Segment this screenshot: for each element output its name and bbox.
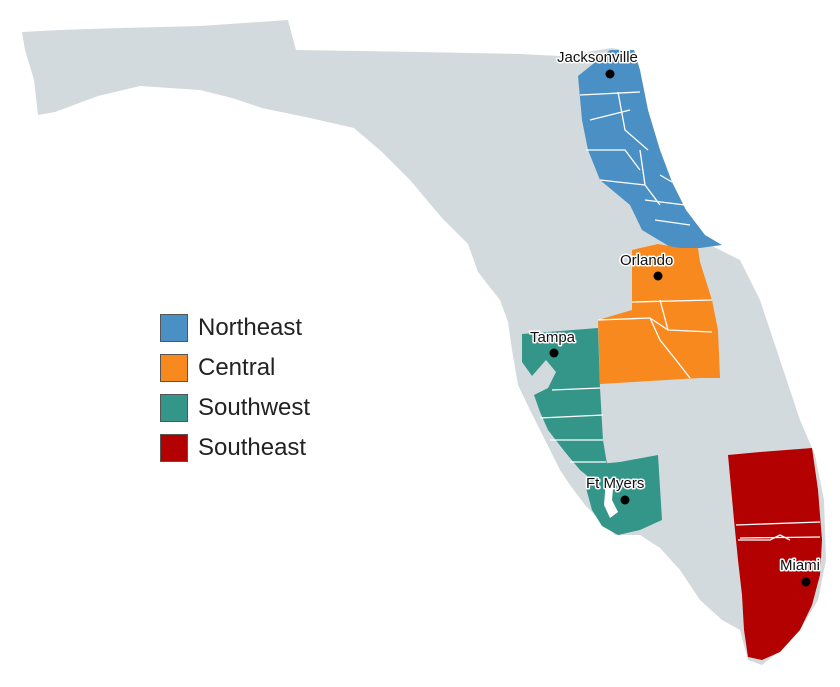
legend-item-southwest[interactable]: Southwest: [160, 388, 310, 428]
legend-label-southeast: Southeast: [198, 434, 307, 461]
city-dot: [620, 495, 630, 505]
region-southwest-ftmyers: [586, 455, 662, 535]
region-central: [598, 244, 720, 384]
county-line-tampa: [539, 387, 606, 463]
legend-item-northeast[interactable]: Northeast: [160, 308, 310, 348]
city-label: Ft Myers: [586, 475, 644, 492]
city-label: Jacksonville: [557, 49, 638, 66]
city-label: Miami: [780, 557, 820, 574]
city-dot: [801, 577, 811, 587]
county-line-central: [597, 299, 713, 379]
legend: Northeast Central Southwest Southeast: [160, 308, 310, 468]
legend-swatch-southeast: [160, 434, 188, 462]
city-ft-myers[interactable]: Ft Myers: [585, 474, 646, 505]
region-southeast: [728, 448, 822, 660]
city-label: Orlando: [620, 252, 673, 269]
legend-label-southwest: Southwest: [198, 394, 311, 421]
city-tampa[interactable]: Tampa: [529, 328, 577, 358]
city-dot: [653, 271, 663, 281]
legend-item-southeast[interactable]: Southeast: [160, 428, 310, 468]
city-dot: [605, 69, 615, 79]
city-label: Tampa: [530, 329, 576, 346]
city-jacksonville[interactable]: Jacksonville: [556, 48, 639, 79]
city-miami[interactable]: Miami: [779, 556, 822, 587]
region-northeast: [578, 50, 722, 248]
ftmyers-bay: [604, 478, 618, 518]
city-dot: [549, 348, 559, 358]
legend-item-central[interactable]: Central: [160, 348, 310, 388]
legend-swatch-southwest: [160, 394, 188, 422]
legend-label-central: Central: [198, 354, 276, 381]
county-line-northeast: [579, 91, 691, 226]
legend-label-northeast: Northeast: [198, 314, 303, 341]
county-line-southeast: [735, 521, 821, 541]
legend-swatch-central: [160, 354, 188, 382]
city-orlando[interactable]: Orlando: [619, 251, 675, 281]
legend-swatch-northeast: [160, 314, 188, 342]
